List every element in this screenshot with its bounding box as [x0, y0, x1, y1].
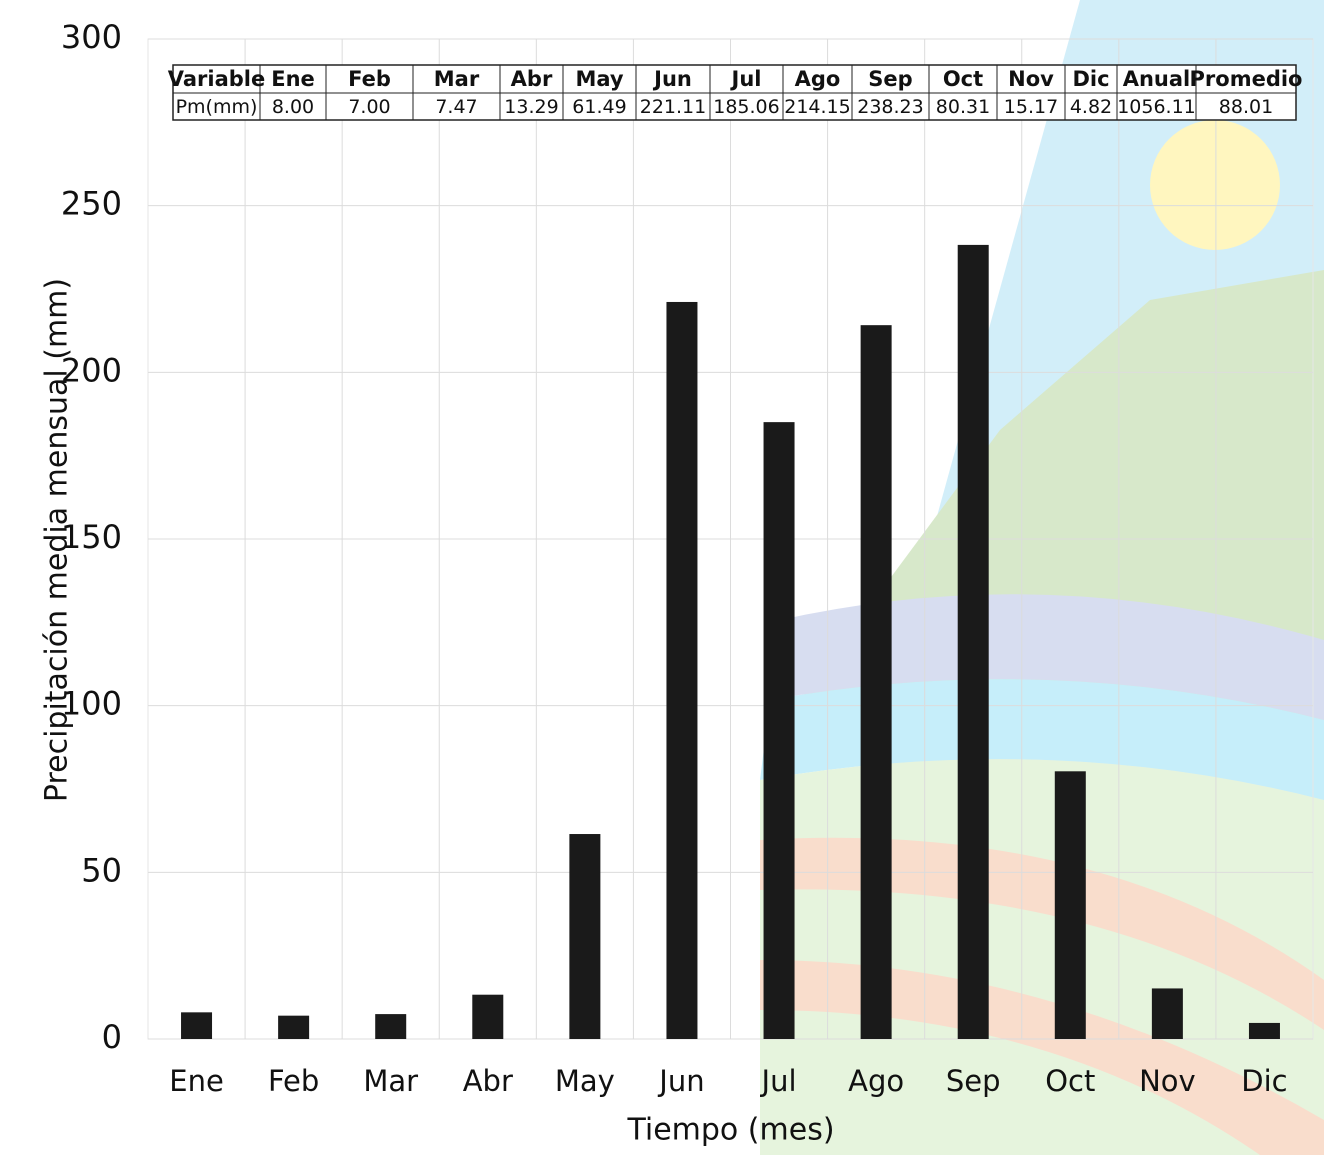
table-cell: Pm(mm) — [176, 96, 258, 118]
table-header: Oct — [943, 67, 983, 91]
x-tick-label: Jul — [760, 1064, 797, 1098]
bar — [1248, 1022, 1280, 1039]
x-axis-title: Tiempo (mes) — [626, 1113, 834, 1148]
y-tick-label: 100 — [61, 685, 122, 723]
table-header: May — [575, 67, 623, 91]
bar — [1151, 988, 1183, 1039]
table-cell: 88.01 — [1219, 96, 1273, 118]
background-watermark — [760, 0, 1324, 1155]
bar — [957, 244, 989, 1039]
bar — [472, 994, 504, 1039]
table-cell: 185.06 — [713, 96, 779, 118]
table-cell: 221.11 — [640, 96, 706, 118]
y-tick-label: 200 — [61, 351, 122, 389]
bar — [1054, 771, 1086, 1039]
table-header: Variable — [168, 67, 265, 91]
x-tick-label: Mar — [363, 1064, 418, 1098]
x-tick-label: Dic — [1241, 1064, 1287, 1098]
table-header: Anual — [1123, 67, 1191, 91]
table-cell: 80.31 — [936, 96, 990, 118]
table-cell: 4.82 — [1070, 96, 1112, 118]
x-tick-label: Sep — [946, 1064, 1001, 1098]
data-table: Variable Pm(mm) Ene 8.00 Feb 7.00 Mar 7.47 Abr 13… — [168, 64, 1303, 121]
x-tick-label: Jun — [657, 1064, 704, 1098]
x-tick-label: May — [555, 1064, 615, 1098]
table-header: Mar — [434, 67, 480, 91]
table-cell: 8.00 — [272, 96, 314, 118]
table-cell: 61.49 — [572, 96, 626, 118]
x-tick-label: Ene — [169, 1064, 224, 1098]
y-tick-label: 50 — [81, 851, 122, 889]
y-tick-label: 250 — [61, 185, 122, 223]
bar — [860, 325, 892, 1040]
table-cell: 7.00 — [348, 96, 390, 118]
table-header: Jun — [652, 67, 692, 91]
table-header: Ene — [271, 67, 315, 91]
bar — [375, 1014, 407, 1039]
table-cell: 13.29 — [504, 96, 558, 118]
table-header: Promedio — [1190, 67, 1303, 91]
x-tick-label: Ago — [848, 1064, 904, 1098]
table-header: Nov — [1008, 67, 1054, 91]
table-header: Jul — [730, 67, 762, 91]
table-header: Dic — [1072, 67, 1109, 91]
table-cell: 7.47 — [435, 96, 477, 118]
y-axis-title: Precipitación media mensual (mm) — [40, 278, 75, 802]
x-tick-label: Oct — [1045, 1064, 1095, 1098]
table-cell: 1056.11 — [1117, 96, 1196, 118]
x-tick-label: Feb — [268, 1064, 319, 1098]
bar — [763, 422, 795, 1040]
table-cell: 214.15 — [784, 96, 850, 118]
table-header: Sep — [868, 67, 912, 91]
table-header: Ago — [795, 67, 841, 91]
table-header: Abr — [511, 67, 553, 91]
table-header: Feb — [348, 67, 391, 91]
table-cell: 238.23 — [857, 96, 923, 118]
table-cell: 15.17 — [1004, 96, 1058, 118]
bar — [278, 1015, 310, 1039]
bar — [666, 301, 698, 1039]
bar — [569, 834, 601, 1039]
y-tick-label: 300 — [61, 18, 122, 56]
bar — [181, 1012, 213, 1039]
x-tick-label: Abr — [463, 1064, 513, 1098]
x-tick-label: Nov — [1139, 1064, 1196, 1098]
y-tick-label: 0 — [102, 1018, 122, 1056]
y-tick-label: 150 — [61, 518, 122, 556]
